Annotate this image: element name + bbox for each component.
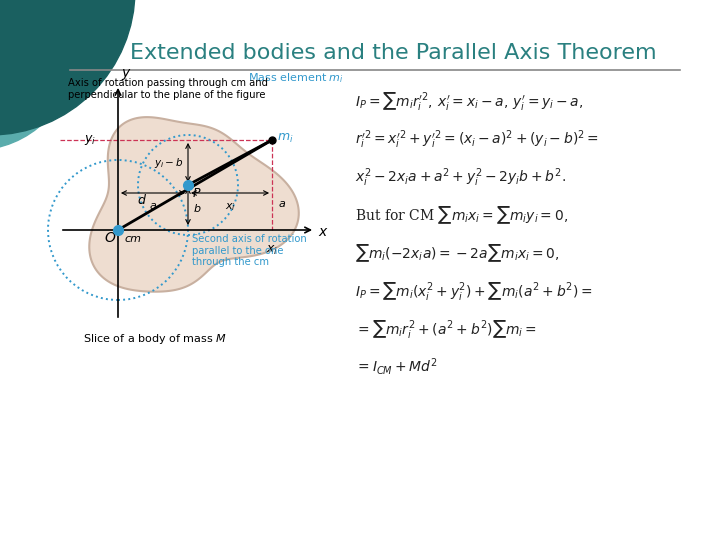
Polygon shape	[89, 117, 299, 292]
Text: $= \sum m_i r_i^2 + (a^2 + b^2)\sum m_i =$: $= \sum m_i r_i^2 + (a^2 + b^2)\sum m_i …	[355, 318, 536, 340]
Text: $x_i$: $x_i$	[266, 244, 278, 257]
Text: $O$: $O$	[104, 231, 117, 245]
Text: Mass element $m_i$: Mass element $m_i$	[248, 71, 344, 85]
Text: Extended bodies and the Parallel Axis Theorem: Extended bodies and the Parallel Axis Th…	[130, 43, 657, 63]
Text: $a$: $a$	[149, 201, 157, 211]
Text: $y_i$: $y_i$	[84, 133, 96, 147]
Text: $I_P = \sum m_i(x_i^2 + y_i^2) + \sum m_i(a^2 + b^2) =$: $I_P = \sum m_i(x_i^2 + y_i^2) + \sum m_…	[355, 280, 593, 302]
Circle shape	[0, 0, 75, 150]
Text: $P$: $P$	[192, 187, 202, 200]
Text: $I_P = \sum m_i r_i^{\prime 2},\, x_i^{\prime} = x_i - a,\, y_i^{\prime} = y_i -: $I_P = \sum m_i r_i^{\prime 2},\, x_i^{\…	[355, 90, 583, 112]
Text: $r_i^{\prime 2} = x_i^{\prime 2} + y_i^{\prime 2} = (x_i - a)^2 + (y_i - b)^2 =$: $r_i^{\prime 2} = x_i^{\prime 2} + y_i^{…	[355, 128, 599, 151]
Text: $b$: $b$	[193, 202, 202, 214]
Text: $y_i-b$: $y_i-b$	[155, 156, 184, 170]
Text: Slice of a body of mass $M$: Slice of a body of mass $M$	[83, 332, 227, 346]
Text: $m_i$: $m_i$	[277, 131, 294, 145]
Circle shape	[0, 0, 135, 135]
Text: Second axis of rotation
parallel to the one
through the cm: Second axis of rotation parallel to the …	[192, 234, 307, 267]
Text: But for CM $\sum m_i x_i = \sum m_i y_i = 0,$: But for CM $\sum m_i x_i = \sum m_i y_i …	[355, 204, 568, 226]
Text: cm: cm	[124, 234, 141, 244]
Text: $x_i$: $x_i$	[225, 201, 235, 213]
Text: $a$: $a$	[278, 199, 286, 209]
Text: $x_i^2 - 2x_i a + a^2 + y_i^2 - 2y_i b + b^2.$: $x_i^2 - 2x_i a + a^2 + y_i^2 - 2y_i b +…	[355, 166, 566, 188]
Text: $\sum m_i(-2x_i a) = -2a\sum m_i x_i = 0,$: $\sum m_i(-2x_i a) = -2a\sum m_i x_i = 0…	[355, 242, 559, 264]
Text: Axis of rotation passing through cm and
perpendicular to the plane of the figure: Axis of rotation passing through cm and …	[68, 78, 268, 99]
Text: $= I_{CM} + Md^2$: $= I_{CM} + Md^2$	[355, 356, 438, 377]
Text: $d$: $d$	[137, 193, 147, 207]
Text: $y$: $y$	[121, 67, 132, 82]
Text: $x$: $x$	[318, 225, 329, 239]
